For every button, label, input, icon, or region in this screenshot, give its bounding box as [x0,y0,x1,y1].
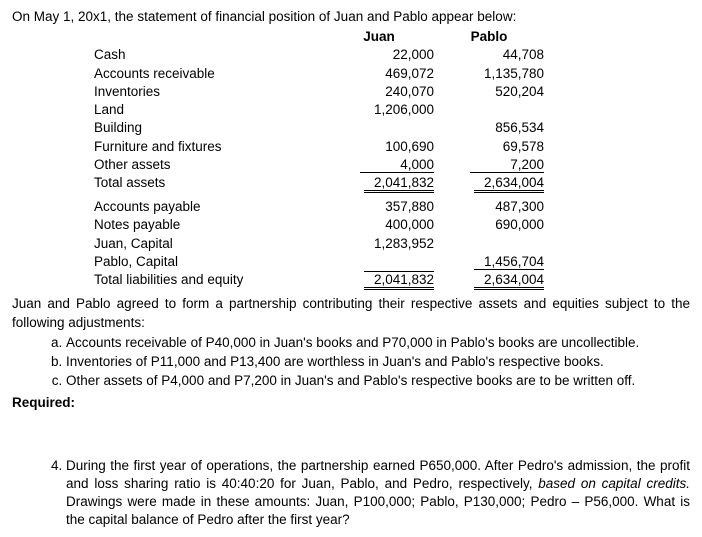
cell: 1,456,704 [474,254,544,270]
cell-total: 2,041,832 [364,175,434,193]
col-header-juan: Juan [324,28,434,46]
cell [324,253,434,271]
cell: 4,000 [360,157,434,173]
cell: 1,206,000 [324,101,434,119]
cell: 69,578 [434,138,544,156]
financial-position-table: Juan Pablo Cash22,00044,708 Accounts rec… [94,28,544,289]
question-list: During the first year of operations, the… [12,457,690,530]
row-label: Pablo, Capital [94,253,324,271]
required-label: Required: [12,394,690,412]
cell: 100,690 [324,138,434,156]
intro-text: On May 1, 20x1, the statement of financi… [12,8,690,26]
cell [434,101,544,119]
row-label: Land [94,101,324,119]
row-label: Juan, Capital [94,235,324,253]
cell: 400,000 [324,216,434,234]
cell-total: 2,041,832 [364,271,434,290]
cell: 7,200 [470,157,544,173]
row-label: Cash [94,46,324,64]
row-label: Inventories [94,83,324,101]
row-label: Total assets [94,174,324,192]
cell: 469,072 [324,65,434,83]
adjustment-b: Inventories of P11,000 and P13,400 are w… [66,353,690,371]
cell: 1,135,780 [434,65,544,83]
cell-total: 2,634,004 [474,175,544,193]
cell: 487,300 [434,198,544,216]
cell [434,235,544,253]
cell: 520,204 [434,83,544,101]
cell-total: 2,634,004 [474,272,544,290]
adjustments-list: Accounts receivable of P40,000 in Juan's… [12,334,690,391]
row-label: Building [94,119,324,137]
row-label: Notes payable [94,216,324,234]
row-label: Accounts payable [94,198,324,216]
col-header-pablo: Pablo [434,28,544,46]
cell: 1,283,952 [324,235,434,253]
adjustment-c: Other assets of P4,000 and P7,200 in Jua… [66,372,690,390]
adjustment-a: Accounts receivable of P40,000 in Juan's… [66,334,690,352]
cell: 690,000 [434,216,544,234]
row-label: Other assets [94,156,324,174]
cell: 856,534 [434,119,544,137]
cell: 22,000 [324,46,434,64]
cell: 357,880 [324,198,434,216]
cell: 44,708 [434,46,544,64]
cell: 240,070 [324,83,434,101]
agreement-paragraph: Juan and Pablo agreed to form a partners… [12,295,690,331]
row-label: Furniture and fixtures [94,138,324,156]
row-label: Accounts receivable [94,65,324,83]
cell [324,119,434,137]
row-label: Total liabilities and equity [94,271,324,289]
question-4: During the first year of operations, the… [66,457,690,530]
